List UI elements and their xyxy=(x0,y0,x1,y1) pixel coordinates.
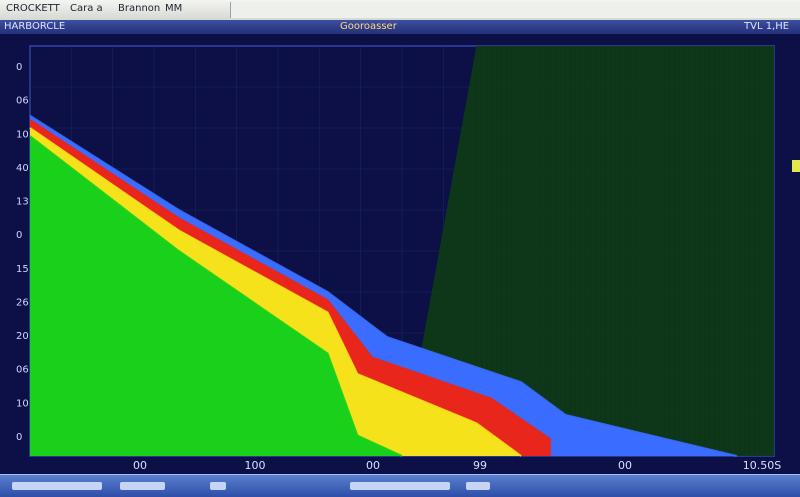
y-tick-label: 13 xyxy=(16,197,29,208)
y-tick-label: 40 xyxy=(16,163,29,174)
y-tick-label: 0 xyxy=(16,432,22,443)
series-line-0 xyxy=(29,114,738,457)
status-bar xyxy=(0,474,800,497)
series-line-1 xyxy=(29,118,552,441)
y-tick-label: 0 xyxy=(16,62,22,73)
x-tick-label: 10.50S xyxy=(743,459,781,472)
title-bar: CROCKETT Cara a Brannon MM xyxy=(0,0,800,21)
status-segment-1 xyxy=(12,482,102,490)
y-tick-label: 0 xyxy=(16,230,22,241)
window-title-right-2: MM xyxy=(165,3,183,14)
x-tick-label: 00 xyxy=(366,459,380,472)
series-line-3 xyxy=(29,135,403,457)
subheader-left-label: HARBORCLE xyxy=(4,21,66,32)
series-area-3 xyxy=(30,136,402,456)
status-segment-3 xyxy=(210,482,226,490)
y-tick-label: 06 xyxy=(16,96,29,107)
x-tick-label: 100 xyxy=(245,459,266,472)
subheader-bar: HARBORCLE Gooroasser TVL 1,HE xyxy=(0,20,800,35)
window-title-middle: Cara a xyxy=(70,3,103,14)
status-segment-5 xyxy=(466,482,490,490)
window-title-right-1: Brannon xyxy=(118,3,161,14)
subheader-center-label: Gooroasser xyxy=(340,21,397,32)
status-segment-2 xyxy=(120,482,165,490)
x-tick-label: 00 xyxy=(133,459,147,472)
window-title: CROCKETT xyxy=(6,3,60,14)
y-tick-label: 20 xyxy=(16,331,29,342)
x-tick-label: 99 xyxy=(473,459,487,472)
y-tick-label: 06 xyxy=(16,365,29,376)
scroll-marker[interactable] xyxy=(792,160,800,172)
x-tick-label: 00 xyxy=(618,459,632,472)
y-tick-label: 15 xyxy=(16,264,29,275)
address-field[interactable] xyxy=(230,2,800,18)
subheader-right-label: TVL 1,HE xyxy=(744,21,790,32)
y-tick-label: 26 xyxy=(16,297,29,308)
y-tick-label: 10 xyxy=(16,398,29,409)
series-line-2 xyxy=(29,127,522,457)
y-tick-label: 10 xyxy=(16,129,29,140)
status-segment-4 xyxy=(350,482,450,490)
